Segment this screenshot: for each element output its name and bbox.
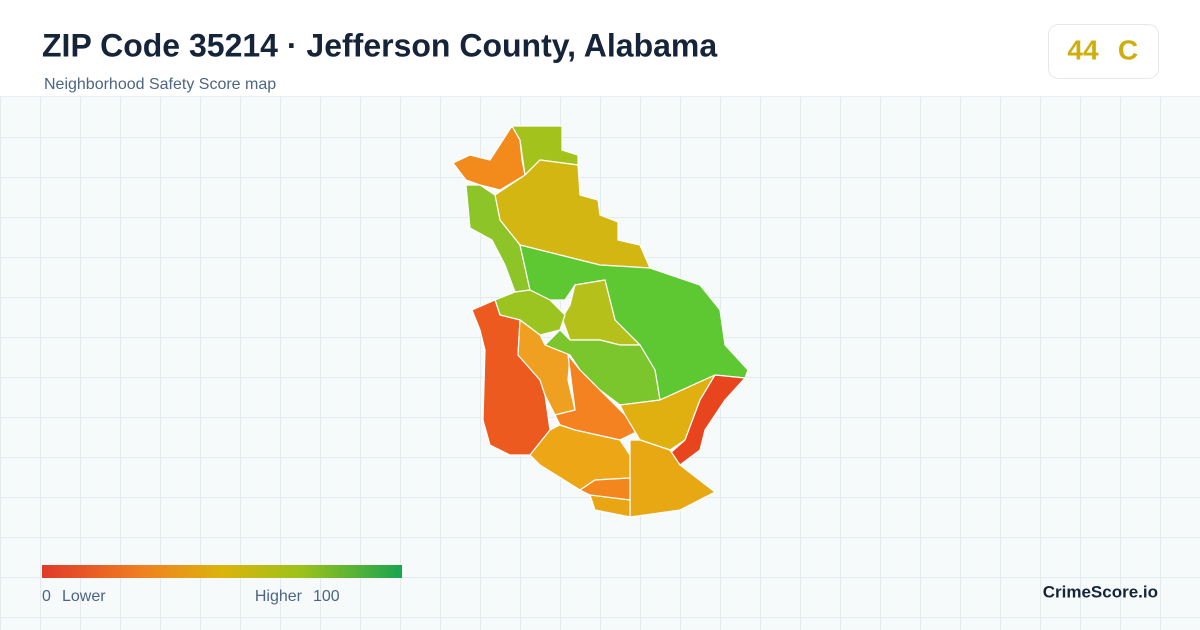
- map-region: [629, 439, 716, 518]
- score-badge: [1048, 24, 1159, 79]
- legend-min: 0: [42, 588, 51, 605]
- score-grade: C: [1118, 34, 1138, 65]
- title: ZIP Code 35214 · Jefferson County, Alaba…: [42, 27, 717, 63]
- header-bg: [0, 0, 1200, 96]
- subtitle: Neighborhood Safety Score map: [44, 76, 276, 93]
- map-region: [589, 494, 631, 518]
- map-region: [667, 374, 746, 466]
- map-region: [452, 125, 526, 191]
- score-value: 44: [1067, 34, 1099, 65]
- legend-min-label: Lower: [62, 588, 106, 605]
- brand: CrimeScore.io: [1043, 582, 1158, 601]
- grid: [0, 97, 1200, 630]
- zip-map: [452, 125, 749, 518]
- legend-max-label: Higher: [255, 588, 303, 605]
- legend-gradient: [42, 565, 402, 578]
- legend-max: 100: [313, 588, 340, 605]
